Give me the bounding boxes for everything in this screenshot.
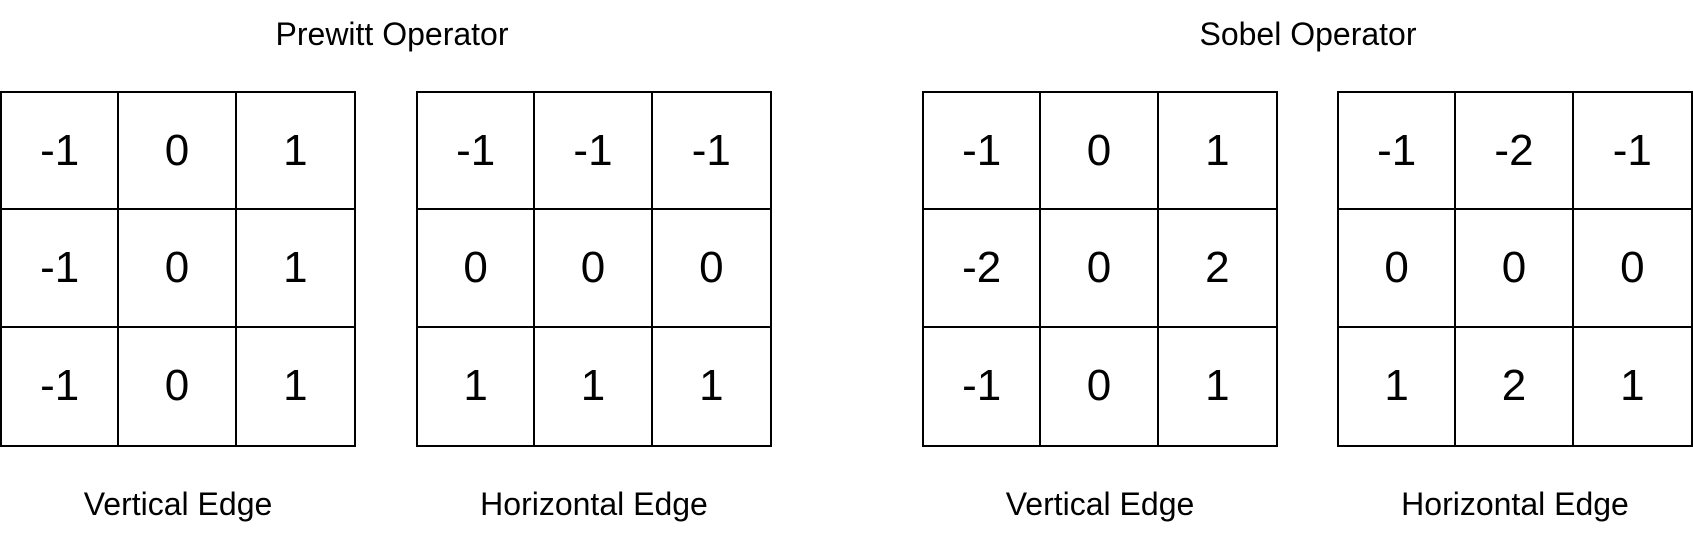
kernel-cell: -1: [1573, 93, 1691, 211]
kernel-cell: 0: [1456, 210, 1574, 328]
kernel-cell: -1: [2, 93, 120, 211]
kernel-cell: 0: [1339, 210, 1457, 328]
kernel-cell: 0: [119, 93, 237, 211]
kernel-cell: 0: [1041, 210, 1159, 328]
kernel-cell: 0: [1573, 210, 1691, 328]
prewitt-vertical-caption: Vertical Edge: [83, 486, 273, 522]
prewitt-operator-title: Prewitt Operator: [275, 16, 509, 52]
kernel-cell: -1: [652, 93, 770, 211]
kernel-cell: -2: [924, 210, 1042, 328]
kernel-cell: 1: [1339, 327, 1457, 445]
kernel-cell: 2: [1456, 327, 1574, 445]
kernel-cell: 1: [1205, 361, 1230, 411]
kernel-cell: 0: [418, 210, 536, 328]
kernel-cell: -1: [1339, 93, 1457, 211]
kernel-cell: 0: [652, 210, 770, 328]
kernel-cell: -1: [2, 327, 120, 445]
kernel-cell: 1: [283, 361, 308, 411]
kernel-cell: -1: [418, 93, 536, 211]
kernel-cell: -2: [1456, 93, 1574, 211]
kernel-cell: 1: [1158, 93, 1276, 211]
sobel-vertical-caption: Vertical Edge: [1005, 486, 1195, 522]
kernel-cell: -1: [924, 93, 1042, 211]
kernel-cell: 1: [699, 361, 724, 411]
kernel-cell: 0: [119, 210, 237, 328]
kernel-cell: 0: [1041, 93, 1159, 211]
kernel-cell: 2: [1158, 210, 1276, 328]
kernel-cell: 0: [535, 210, 653, 328]
sobel-vertical-kernel: -1 0 1 -2 0 2 -1 0 1: [922, 91, 1278, 447]
prewitt-horizontal-kernel: -1 -1 -1 0 0 0 1 1 1: [416, 91, 772, 447]
kernel-cell: -1: [2, 210, 120, 328]
kernel-cell: 0: [1041, 327, 1159, 445]
kernel-cell: 0: [119, 327, 237, 445]
sobel-horizontal-kernel: -1 -2 -1 0 0 0 1 2 1: [1337, 91, 1693, 447]
kernel-cell: 1: [236, 93, 354, 211]
sobel-horizontal-caption: Horizontal Edge: [1401, 486, 1629, 522]
kernel-cell: 1: [1620, 361, 1645, 411]
sobel-operator-title: Sobel Operator: [1199, 16, 1417, 52]
prewitt-vertical-kernel: -1 0 1 -1 0 1 -1 0 1: [0, 91, 356, 447]
kernel-cell: -1: [535, 93, 653, 211]
prewitt-horizontal-caption: Horizontal Edge: [480, 486, 708, 522]
kernel-cell: 1: [418, 327, 536, 445]
kernel-cell: 1: [236, 210, 354, 328]
kernel-cell: -1: [924, 327, 1042, 445]
kernel-cell: 1: [535, 327, 653, 445]
